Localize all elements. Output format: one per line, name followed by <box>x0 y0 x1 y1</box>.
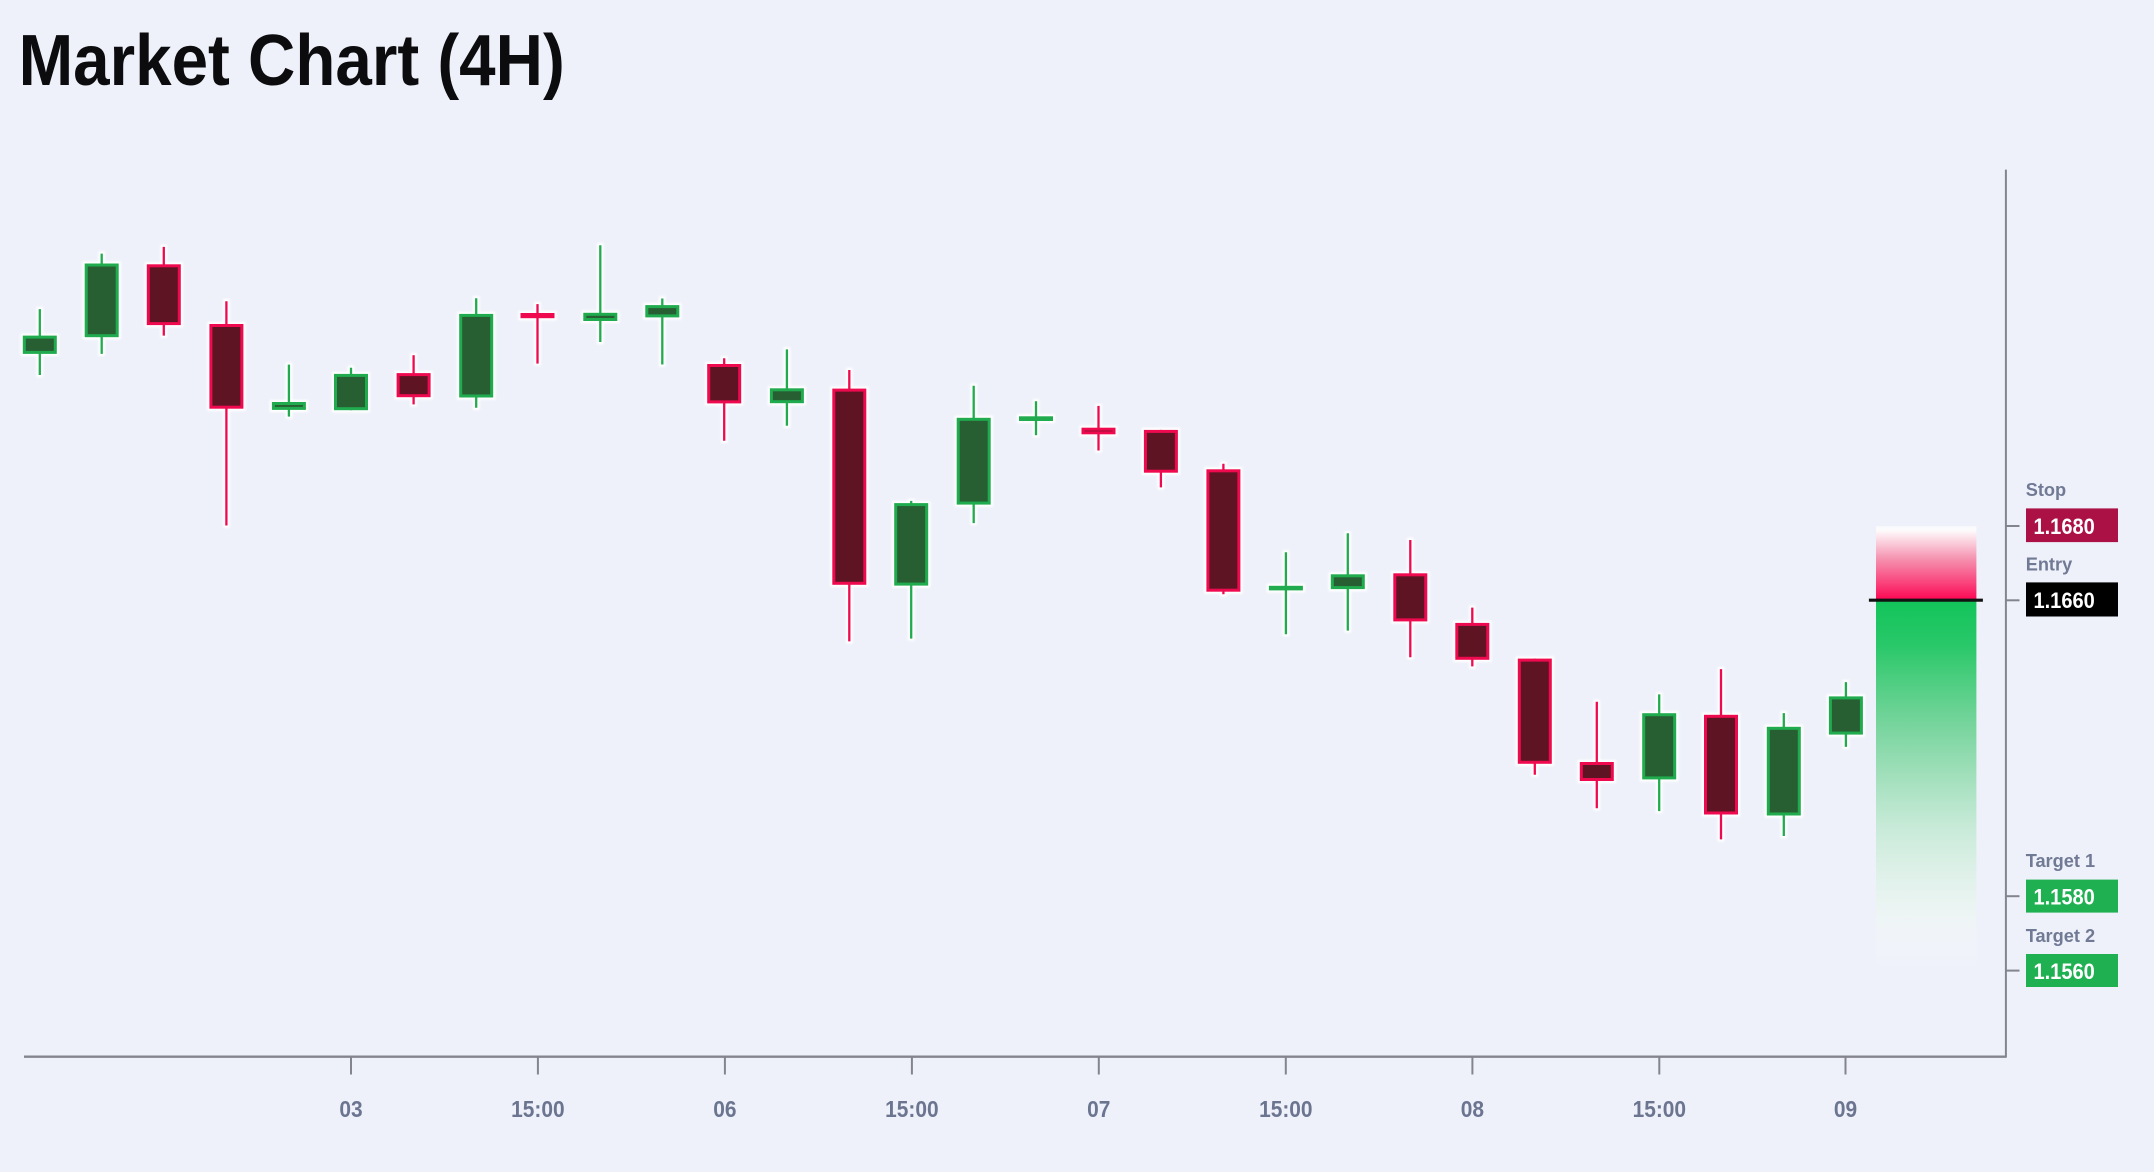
svg-text:Market Chart (4H): Market Chart (4H) <box>19 19 565 101</box>
svg-text:03: 03 <box>339 1096 362 1122</box>
svg-text:15:00: 15:00 <box>1633 1096 1686 1122</box>
svg-text:1.1660: 1.1660 <box>2034 588 2095 613</box>
svg-text:08: 08 <box>1461 1096 1484 1122</box>
svg-text:15:00: 15:00 <box>511 1096 564 1122</box>
svg-text:15:00: 15:00 <box>885 1096 938 1122</box>
svg-text:Entry: Entry <box>2026 554 2073 574</box>
svg-text:1.1580: 1.1580 <box>2034 885 2095 910</box>
svg-text:1.1560: 1.1560 <box>2034 959 2095 984</box>
svg-text:06: 06 <box>713 1096 736 1122</box>
svg-text:07: 07 <box>1087 1096 1110 1122</box>
svg-text:09: 09 <box>1834 1096 1857 1122</box>
svg-text:Target 1: Target 1 <box>2026 851 2095 871</box>
svg-text:Stop: Stop <box>2026 480 2066 500</box>
svg-text:Target 2: Target 2 <box>2026 926 2095 946</box>
svg-text:1.1680: 1.1680 <box>2034 514 2095 539</box>
svg-text:15:00: 15:00 <box>1259 1096 1312 1122</box>
